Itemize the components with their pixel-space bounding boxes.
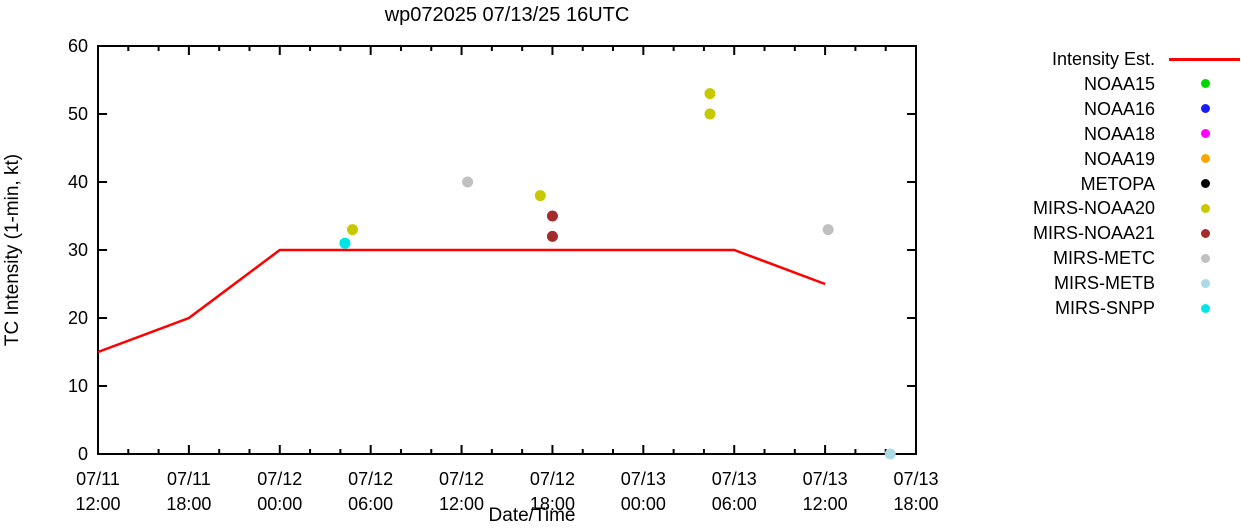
point-mirs-metc (822, 224, 834, 236)
point-mirs-noaa20 (534, 190, 546, 202)
x-tick-date: 07/13 (893, 469, 939, 489)
x-tick-time: 18:00 (529, 494, 575, 514)
x-tick-date: 07/11 (76, 469, 120, 489)
point-mirs-noaa20 (704, 108, 716, 120)
y-tick-label: 0 (77, 444, 88, 464)
point-mirs-noaa21 (546, 230, 558, 242)
x-tick-time: 18:00 (166, 494, 212, 514)
intensity-line (97, 248, 826, 354)
y-tick-label: 30 (67, 240, 88, 260)
chart-title: wp072025 07/13/25 16UTC (384, 4, 630, 26)
point-mirs-noaa20 (704, 88, 716, 100)
y-tick-label: 40 (67, 172, 88, 192)
x-tick-label: 07/11 18:00 (143, 467, 235, 517)
x-tick-label: 07/13 06:00 (688, 467, 780, 517)
point-mirs-snpp (339, 237, 351, 249)
y-tick-label: 20 (67, 308, 88, 328)
x-tick-time: 12:00 (439, 494, 485, 514)
x-axis-label: Date/Time (488, 505, 576, 526)
y-tick-label: 10 (67, 376, 88, 396)
x-tick-time: 12:00 (802, 494, 848, 514)
x-tick-time: 00:00 (620, 494, 666, 514)
x-tick-date: 07/12 (348, 469, 394, 489)
x-tick-date: 07/12 (439, 469, 485, 489)
x-tick-date: 07/13 (802, 469, 848, 489)
x-tick-date: 07/11 (167, 469, 211, 489)
point-mirs-metc (462, 176, 474, 188)
x-tick-label: 07/12 18:00 (506, 467, 598, 517)
x-tick-label: 07/12 12:00 (416, 467, 508, 517)
x-tick-time: 18:00 (893, 494, 939, 514)
x-tick-label: 07/13 00:00 (597, 467, 689, 517)
y-tick-label: 50 (67, 104, 88, 124)
x-tick-date: 07/13 (620, 469, 666, 489)
x-tick-time: 12:00 (75, 494, 121, 514)
x-tick-label: 07/12 00:00 (234, 467, 326, 517)
x-tick-label: 07/11 12:00 (52, 467, 144, 517)
x-tick-label: 07/12 06:00 (325, 467, 417, 517)
x-tick-date: 07/12 (257, 469, 303, 489)
point-mirs-noaa20 (346, 224, 358, 236)
x-tick-date: 07/12 (529, 469, 575, 489)
y-tick-label: 60 (67, 36, 88, 56)
x-tick-time: 00:00 (257, 494, 303, 514)
x-tick-label: 07/13 12:00 (779, 467, 871, 517)
point-mirs-metb (884, 448, 896, 460)
x-tick-date: 07/13 (711, 469, 757, 489)
x-tick-time: 06:00 (711, 494, 757, 514)
x-tick-label: 07/13 18:00 (870, 467, 962, 517)
point-mirs-noaa21 (546, 210, 558, 222)
x-tick-time: 06:00 (348, 494, 394, 514)
